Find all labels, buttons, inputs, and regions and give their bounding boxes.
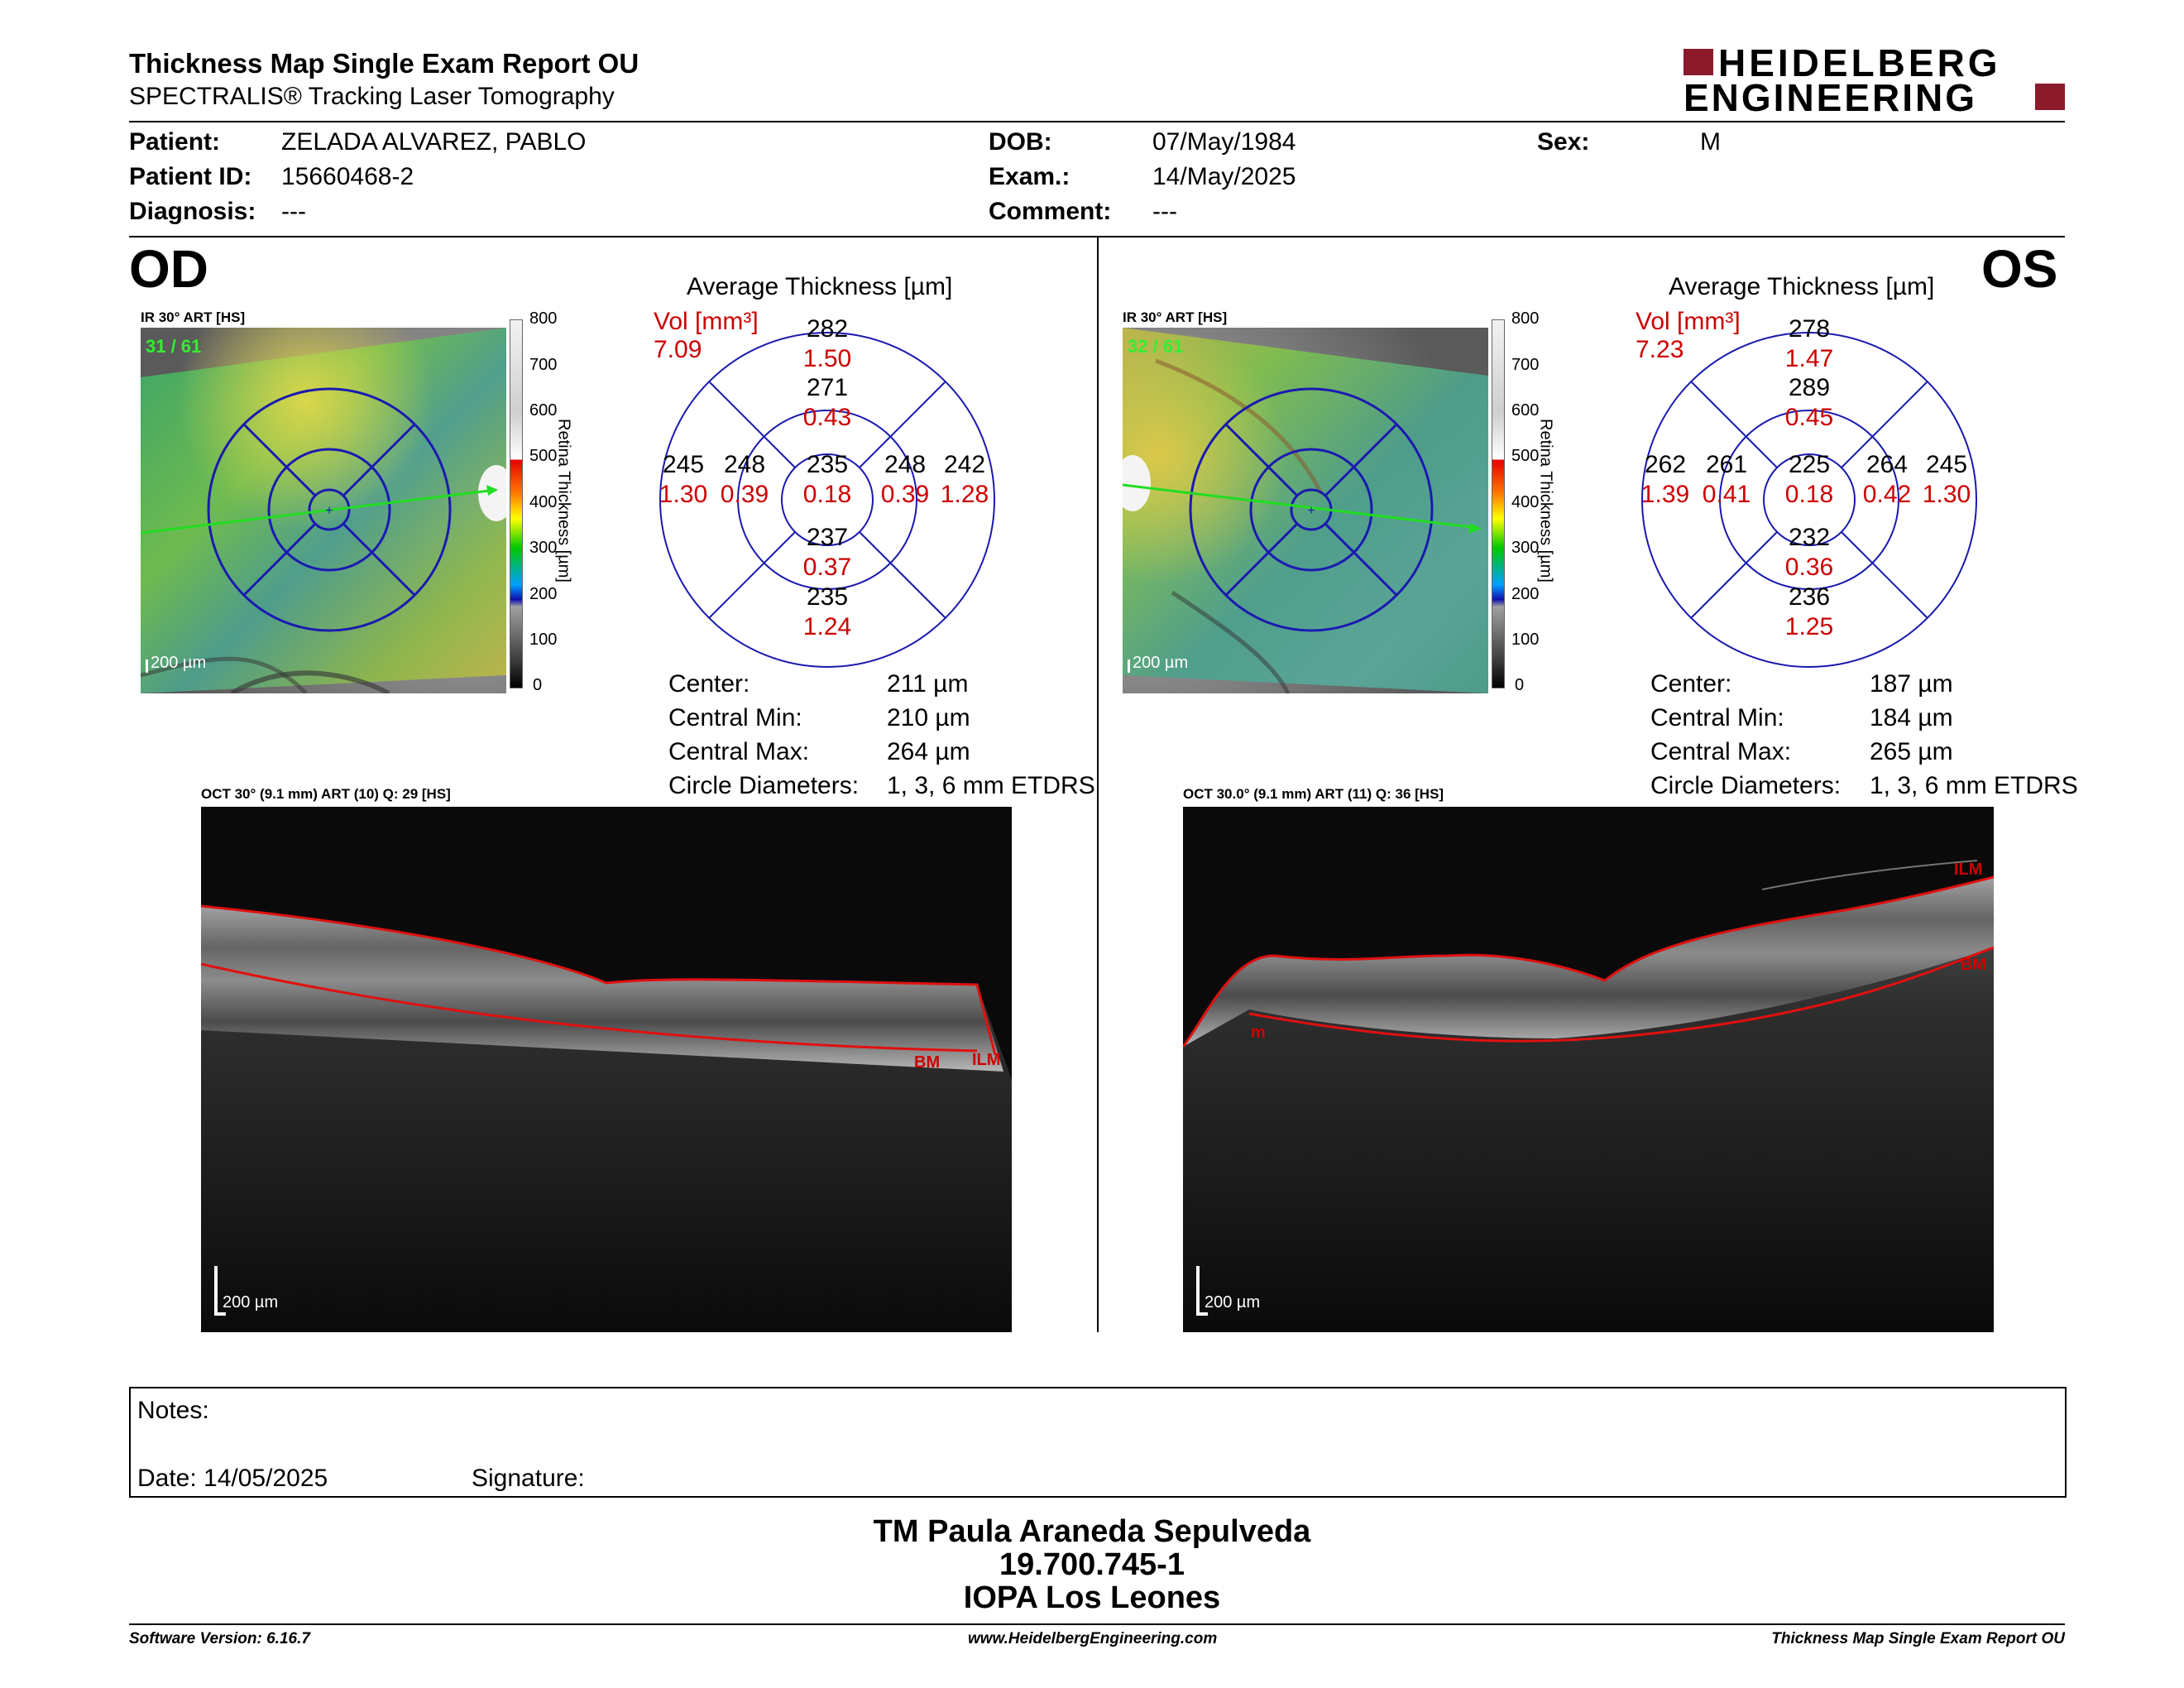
od-ir-scale: 200 µm bbox=[146, 654, 206, 673]
od-oct-label: OCT 30° (9.1 mm) ART (10) Q: 29 [HS] bbox=[201, 786, 451, 802]
od-central-min-value: 210 µm bbox=[887, 704, 970, 731]
od-ir-label: IR 30° ART [HS] bbox=[141, 309, 246, 325]
report-subtitle: SPECTRALIS® Tracking Laser Tomography bbox=[129, 83, 615, 110]
os-ir-scale: 200 µm bbox=[1128, 654, 1188, 673]
os-sector-outer-right: 245 1.30 bbox=[1922, 451, 1971, 508]
od-center-label: Center: bbox=[668, 670, 750, 698]
footer-website-link[interactable]: www.HeidelbergEngineering.com bbox=[968, 1630, 1218, 1647]
od-center-value: 211 µm bbox=[887, 670, 969, 698]
svg-text:+: + bbox=[1307, 504, 1315, 518]
diagnosis-value: --- bbox=[281, 198, 306, 225]
patient-label: Patient: bbox=[129, 128, 221, 156]
od-etdrs-grid: 282 1.50 271 0.43 245 1.30 248 0.39 235 0.18 … bbox=[659, 315, 996, 669]
dob-value: 07/May/1984 bbox=[1152, 128, 1296, 156]
od-sector-outer-bottom: 235 1.24 bbox=[802, 583, 852, 640]
os-ir-count: 32 / 61 bbox=[1128, 336, 1184, 357]
od-sector-inner-left: 248 0.39 bbox=[720, 451, 769, 508]
os-sector-inner-bottom: 232 0.36 bbox=[1784, 524, 1834, 581]
od-colorbar: 800 700 600 500 400 300 200 100 0 Retina… bbox=[510, 309, 601, 695]
svg-text:+: + bbox=[325, 504, 333, 518]
os-sector-outer-bottom: 236 1.25 bbox=[1784, 583, 1834, 640]
diagnosis-label: Diagnosis: bbox=[129, 198, 256, 225]
od-oct-bscan: 200 µm BM ILM bbox=[200, 807, 1012, 1332]
od-sector-inner-right: 248 0.39 bbox=[880, 451, 930, 508]
os-oct-bscan: 200 µm ILM BM m bbox=[1181, 807, 1995, 1332]
os-sector-outer-left: 262 1.39 bbox=[1640, 451, 1690, 508]
os-sector-inner-right: 264 0.42 bbox=[1862, 451, 1912, 508]
od-sector-center: 235 0.18 bbox=[802, 451, 852, 508]
os-central-max-label: Central Max: bbox=[1650, 738, 1792, 765]
sex-value: M bbox=[1700, 128, 1721, 156]
os-circle-diam-value: 1, 3, 6 mm ETDRS bbox=[1870, 772, 2078, 799]
os-sector-center: 225 0.18 bbox=[1784, 451, 1834, 508]
od-circle-diam-label: Circle Diameters: bbox=[668, 772, 860, 799]
od-oct-scale: 200 µm bbox=[223, 1293, 279, 1312]
footer-software-version: Software Version: 6.16.7 bbox=[129, 1630, 310, 1647]
os-volume: Vol [mm³] 7.23 bbox=[1636, 308, 1741, 363]
od-sector-outer-top: 282 1.50 bbox=[802, 315, 852, 372]
od-circle-diam-value: 1, 3, 6 mm ETDRS bbox=[887, 772, 1095, 799]
os-oct-label: OCT 30.0° (9.1 mm) ART (11) Q: 36 [HS] bbox=[1183, 786, 1444, 802]
os-oct-scale: 200 µm bbox=[1205, 1293, 1261, 1312]
od-avg-title: Average Thickness [µm] bbox=[687, 273, 953, 300]
signature-label: Signature: bbox=[472, 1465, 585, 1492]
od-central-max-value: 264 µm bbox=[887, 738, 970, 765]
os-avg-title: Average Thickness [µm] bbox=[1669, 273, 1935, 300]
footer-report-name: Thickness Map Single Exam Report OU bbox=[1771, 1630, 2065, 1647]
od-oct-bm-label: BM bbox=[914, 1053, 941, 1072]
os-sector-inner-left: 261 0.41 bbox=[1702, 451, 1751, 508]
date-label: Date: 14/05/2025 bbox=[137, 1465, 328, 1492]
od-sector-inner-bottom: 237 0.37 bbox=[802, 524, 852, 581]
patient-value: ZELADA ALVAREZ, PABLO bbox=[281, 128, 587, 156]
od-ir-count: 31 / 61 bbox=[146, 336, 202, 357]
od-thickness-map: + 31 / 61 200 µm bbox=[140, 328, 515, 696]
os-oct-ilm-label: ILM bbox=[1954, 861, 1983, 879]
os-colorbar: 800 700 600 500 400 300 200 100 0 Retina… bbox=[1492, 309, 1583, 695]
eye-divider bbox=[1097, 237, 1099, 1332]
od-central-min-label: Central Min: bbox=[668, 704, 802, 731]
report-title: Thickness Map Single Exam Report OU bbox=[129, 48, 639, 79]
os-oct-bm-label: BM bbox=[1961, 956, 1987, 974]
os-etdrs-grid: 278 1.47 289 0.45 262 1.39 261 0.41 225 0.18 … bbox=[1640, 315, 1978, 669]
od-eye-label: OD bbox=[129, 239, 208, 299]
heidelberg-logo: HEIDELBERG ENGINEERING bbox=[1684, 41, 2068, 119]
comment-label: Comment: bbox=[989, 198, 1112, 225]
exam-label: Exam.: bbox=[989, 163, 1070, 190]
od-sector-inner-top: 271 0.43 bbox=[802, 374, 852, 431]
signer-rut: 19.700.745-1 bbox=[999, 1547, 1185, 1582]
os-central-max-value: 265 µm bbox=[1870, 738, 1953, 765]
od-volume: Vol [mm³] 7.09 bbox=[654, 308, 759, 363]
os-central-min-label: Central Min: bbox=[1650, 704, 1784, 731]
os-eye-label: OS bbox=[1981, 239, 2058, 299]
dob-label: DOB: bbox=[989, 128, 1052, 156]
od-sector-outer-left: 245 1.30 bbox=[659, 451, 708, 508]
os-ir-label: IR 30° ART [HS] bbox=[1123, 309, 1228, 325]
patient-id-label: Patient ID: bbox=[129, 163, 252, 190]
os-central-min-value: 184 µm bbox=[1870, 704, 1953, 731]
notes-label: Notes: bbox=[137, 1397, 209, 1424]
os-center-value: 187 µm bbox=[1870, 670, 1953, 698]
comment-value: --- bbox=[1152, 198, 1177, 225]
od-oct-ilm-label: ILM bbox=[972, 1051, 1001, 1069]
od-sector-outer-right: 242 1.28 bbox=[940, 451, 989, 508]
os-sector-inner-top: 289 0.45 bbox=[1784, 374, 1834, 431]
os-center-label: Center: bbox=[1650, 670, 1732, 698]
sex-label: Sex: bbox=[1537, 128, 1590, 156]
exam-value: 14/May/2025 bbox=[1152, 163, 1296, 190]
signer-institution: IOPA Los Leones bbox=[963, 1580, 1221, 1615]
signer-name: TM Paula Araneda Sepulveda bbox=[873, 1514, 1311, 1549]
od-central-max-label: Central Max: bbox=[668, 738, 810, 765]
os-sector-outer-top: 278 1.47 bbox=[1784, 315, 1834, 372]
os-circle-diam-label: Circle Diameters: bbox=[1650, 772, 1842, 799]
notes-box[interactable]: Notes: Date: 14/05/2025 Signature: bbox=[129, 1387, 2067, 1498]
os-colorbar-label: Retina Thickness [µm] bbox=[1536, 419, 1555, 583]
patient-id-value: 15660468-2 bbox=[281, 163, 414, 190]
os-thickness-map: + 32 / 61 200 µm bbox=[1114, 328, 1488, 695]
od-colorbar-label: Retina Thickness [µm] bbox=[554, 419, 573, 583]
os-oct-m-label: m bbox=[1251, 1024, 1266, 1042]
